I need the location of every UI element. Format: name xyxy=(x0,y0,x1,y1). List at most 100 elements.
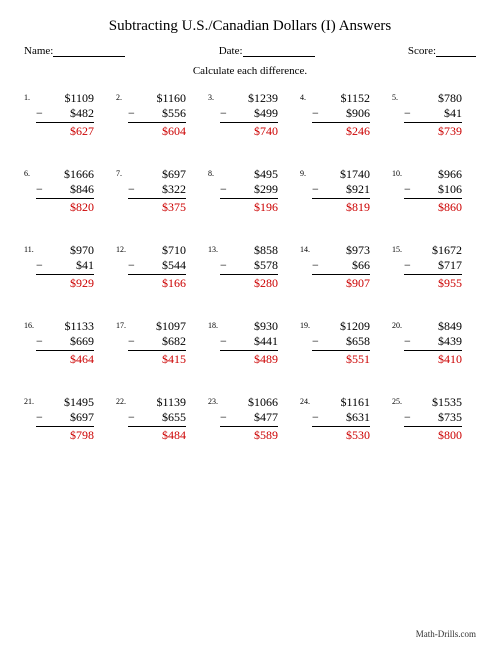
subtrahend-value: $655 xyxy=(162,410,186,424)
problem-number: 7. xyxy=(116,167,128,178)
problem-number: 20. xyxy=(392,319,404,330)
subtraction-stack: $1672−$717$955 xyxy=(404,243,462,291)
problem-number: 23. xyxy=(208,395,220,406)
problem-number: 19. xyxy=(300,319,312,330)
subtraction-stack: $970−$41$929 xyxy=(36,243,94,291)
problem-number: 13. xyxy=(208,243,220,254)
answer: $530 xyxy=(312,427,370,443)
subtrahend: −$846 xyxy=(36,182,94,199)
name-blank[interactable] xyxy=(53,46,125,57)
answer: $798 xyxy=(36,427,94,443)
problem-number: 14. xyxy=(300,243,312,254)
problem-cell: 20.$849−$439$410 xyxy=(392,319,476,367)
date-label: Date: xyxy=(219,45,243,57)
problem-cell: 18.$930−$441$489 xyxy=(208,319,292,367)
minuend: $1152 xyxy=(312,91,370,106)
answer: $604 xyxy=(128,123,186,139)
answer: $196 xyxy=(220,199,278,215)
date-blank[interactable] xyxy=(243,46,315,57)
subtrahend-value: $66 xyxy=(352,258,370,272)
minus-sign: − xyxy=(312,258,319,273)
answer: $820 xyxy=(36,199,94,215)
subtrahend-value: $41 xyxy=(444,106,462,120)
problem-cell: 16.$1133−$669$464 xyxy=(24,319,108,367)
subtraction-stack: $1535−$735$800 xyxy=(404,395,462,443)
minuend: $1666 xyxy=(36,167,94,182)
minus-sign: − xyxy=(404,182,411,197)
answer: $375 xyxy=(128,199,186,215)
minus-sign: − xyxy=(312,106,319,121)
minus-sign: − xyxy=(36,106,43,121)
subtraction-stack: $849−$439$410 xyxy=(404,319,462,367)
subtrahend: −$482 xyxy=(36,106,94,123)
problem-cell: 3.$1239−$499$740 xyxy=(208,91,292,139)
score-label: Score: xyxy=(408,45,436,57)
minuend: $930 xyxy=(220,319,278,334)
subtraction-stack: $1133−$669$464 xyxy=(36,319,94,367)
subtraction-stack: $1152−$906$246 xyxy=(312,91,370,139)
problem-cell: 2.$1160−$556$604 xyxy=(116,91,200,139)
answer: $415 xyxy=(128,351,186,367)
answer: $484 xyxy=(128,427,186,443)
subtrahend: −$735 xyxy=(404,410,462,427)
subtrahend: −$631 xyxy=(312,410,370,427)
page-title: Subtracting U.S./Canadian Dollars (I) An… xyxy=(24,18,476,35)
subtraction-stack: $973−$66$907 xyxy=(312,243,370,291)
score-blank[interactable] xyxy=(436,46,476,57)
minus-sign: − xyxy=(128,258,135,273)
subtraction-stack: $930−$441$489 xyxy=(220,319,278,367)
subtrahend-value: $439 xyxy=(438,334,462,348)
problem-cell: 12.$710−$544$166 xyxy=(116,243,200,291)
subtrahend-value: $106 xyxy=(438,182,462,196)
minus-sign: − xyxy=(404,334,411,349)
subtrahend-value: $682 xyxy=(162,334,186,348)
answer: $739 xyxy=(404,123,462,139)
minuend: $495 xyxy=(220,167,278,182)
answer: $907 xyxy=(312,275,370,291)
subtrahend-value: $631 xyxy=(346,410,370,424)
subtrahend: −$655 xyxy=(128,410,186,427)
answer: $627 xyxy=(36,123,94,139)
problem-number: 24. xyxy=(300,395,312,406)
subtrahend: −$499 xyxy=(220,106,278,123)
subtrahend: −$669 xyxy=(36,334,94,351)
problem-number: 16. xyxy=(24,319,36,330)
minuend: $1209 xyxy=(312,319,370,334)
subtrahend-value: $578 xyxy=(254,258,278,272)
minuend: $1139 xyxy=(128,395,186,410)
problem-number: 11. xyxy=(24,243,36,254)
problem-cell: 17.$1097−$682$415 xyxy=(116,319,200,367)
name-field: Name: xyxy=(24,45,125,57)
problem-cell: 21.$1495−$697$798 xyxy=(24,395,108,443)
problem-grid: 1.$1109−$482$6272.$1160−$556$6043.$1239−… xyxy=(24,91,476,443)
problem-cell: 4.$1152−$906$246 xyxy=(300,91,384,139)
subtrahend: −$717 xyxy=(404,258,462,275)
problem-number: 15. xyxy=(392,243,404,254)
minus-sign: − xyxy=(220,182,227,197)
minuend: $858 xyxy=(220,243,278,258)
minus-sign: − xyxy=(220,334,227,349)
subtrahend-value: $556 xyxy=(162,106,186,120)
answer: $551 xyxy=(312,351,370,367)
subtraction-stack: $697−$322$375 xyxy=(128,167,186,215)
subtraction-stack: $1066−$477$589 xyxy=(220,395,278,443)
problem-cell: 24.$1161−$631$530 xyxy=(300,395,384,443)
problem-number: 3. xyxy=(208,91,220,102)
answer: $410 xyxy=(404,351,462,367)
minuend: $1535 xyxy=(404,395,462,410)
minuend: $1160 xyxy=(128,91,186,106)
worksheet-page: Subtracting U.S./Canadian Dollars (I) An… xyxy=(0,0,500,647)
answer: $589 xyxy=(220,427,278,443)
answer: $800 xyxy=(404,427,462,443)
minuend: $1161 xyxy=(312,395,370,410)
subtrahend: −$921 xyxy=(312,182,370,199)
minuend: $697 xyxy=(128,167,186,182)
subtrahend-value: $499 xyxy=(254,106,278,120)
problem-cell: 6.$1666−$846$820 xyxy=(24,167,108,215)
subtraction-stack: $1160−$556$604 xyxy=(128,91,186,139)
subtrahend: −$322 xyxy=(128,182,186,199)
problem-cell: 9.$1740−$921$819 xyxy=(300,167,384,215)
subtraction-stack: $495−$299$196 xyxy=(220,167,278,215)
header-row: Name: Date: Score: xyxy=(24,45,476,57)
problem-number: 21. xyxy=(24,395,36,406)
